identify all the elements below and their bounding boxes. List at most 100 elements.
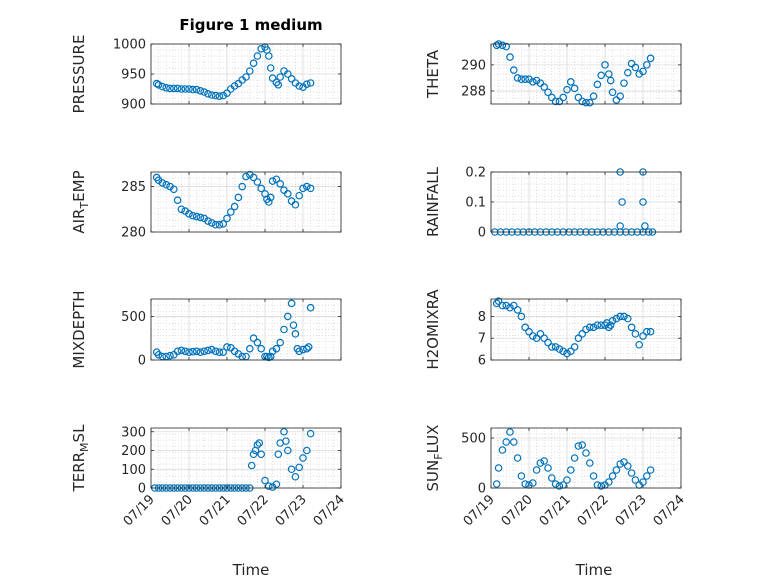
data-point (302, 446, 311, 455)
data-point (177, 205, 186, 214)
data-point (166, 351, 174, 360)
data-point (302, 80, 311, 89)
data-point (154, 350, 163, 359)
data-point (170, 84, 178, 93)
x-tick-label: 07/22 (235, 492, 272, 529)
data-point (492, 41, 501, 50)
y-tick-label: 950 (121, 68, 146, 83)
data-point (158, 82, 167, 91)
data-point (589, 472, 598, 480)
data-point (274, 81, 283, 89)
data-point (181, 347, 190, 356)
data-point (517, 472, 526, 480)
data-point (211, 220, 220, 229)
y-tick-label: 0.2 (465, 166, 486, 181)
data-point (623, 68, 632, 77)
data-point (623, 462, 632, 470)
data-point (502, 42, 511, 51)
data-point (547, 474, 556, 482)
data-point (283, 190, 292, 198)
data-point (215, 92, 224, 101)
data-point (578, 330, 587, 338)
data-point (249, 334, 258, 343)
data-point (544, 88, 552, 97)
data-point (642, 327, 651, 336)
plot-area (151, 428, 341, 488)
data-point (181, 85, 190, 93)
data-point (627, 469, 636, 477)
data-point (219, 348, 228, 356)
data-point (173, 347, 182, 356)
data-point (608, 88, 617, 97)
data-point (540, 83, 549, 91)
y-tick-label: 285 (121, 180, 146, 195)
data-point (631, 63, 640, 72)
data-point (295, 463, 304, 472)
data-point (601, 61, 609, 69)
data-point (211, 347, 220, 356)
data-point (257, 344, 266, 353)
y-tick-label: 290 (461, 58, 486, 73)
data-point (238, 182, 247, 191)
data-point (578, 441, 587, 449)
data-point (540, 457, 549, 465)
x-tick-label: 07/24 (651, 492, 688, 529)
data-point (604, 478, 613, 486)
data-point (532, 466, 541, 474)
x-tick-label: 07/22 (575, 492, 612, 529)
data-point (200, 347, 209, 356)
data-point (257, 184, 266, 193)
data-point (302, 182, 311, 191)
data-point (570, 84, 579, 93)
data-point (585, 323, 594, 332)
y-tick-label: 1000 (113, 38, 146, 53)
data-point (521, 323, 530, 332)
y-axis-label: AIRTEMP (70, 170, 91, 233)
data-point (306, 79, 315, 87)
data-point (283, 446, 292, 455)
axes-box (150, 171, 342, 233)
data-point (593, 80, 602, 89)
data-point (555, 482, 564, 490)
data-point (215, 348, 224, 356)
data-point (606, 76, 615, 85)
data-point (555, 345, 564, 353)
data-point (642, 472, 651, 480)
x-tick-label: 07/19 (121, 492, 158, 529)
data-point (162, 180, 171, 189)
y-tick-label: 0 (138, 354, 146, 369)
data-point (219, 91, 228, 100)
x-tick-label: 07/20 (159, 492, 196, 529)
y-tick-label: 8 (478, 310, 486, 325)
data-point (219, 220, 228, 228)
panel-mixdepth: 0 500 MIXDEPTH (70, 290, 342, 369)
panel-rainfall: 0 0.1 0.2 RAINFALL (424, 166, 682, 241)
data-point (608, 472, 617, 480)
data-point (211, 91, 220, 100)
y-tick-label: 500 (461, 432, 486, 447)
data-point (492, 480, 501, 488)
data-point (544, 464, 552, 472)
data-point (196, 213, 205, 222)
data-point (170, 185, 178, 194)
data-point (173, 196, 182, 204)
data-point (578, 97, 587, 106)
data-point (616, 312, 625, 321)
data-point (276, 180, 285, 188)
data-point (606, 321, 615, 329)
y-tick-label: 288 (461, 84, 486, 99)
data-point (242, 73, 250, 81)
data-point (559, 93, 568, 102)
data-point (249, 450, 258, 459)
data-point (246, 344, 254, 353)
data-point (253, 441, 262, 449)
data-point (230, 82, 239, 90)
y-axis-label: THETA (424, 49, 442, 99)
data-point (189, 85, 197, 94)
x-tick-label: 07/24 (311, 492, 348, 529)
data-point (525, 327, 533, 336)
data-point (646, 466, 655, 474)
data-point (264, 482, 273, 490)
data-point (502, 438, 511, 446)
